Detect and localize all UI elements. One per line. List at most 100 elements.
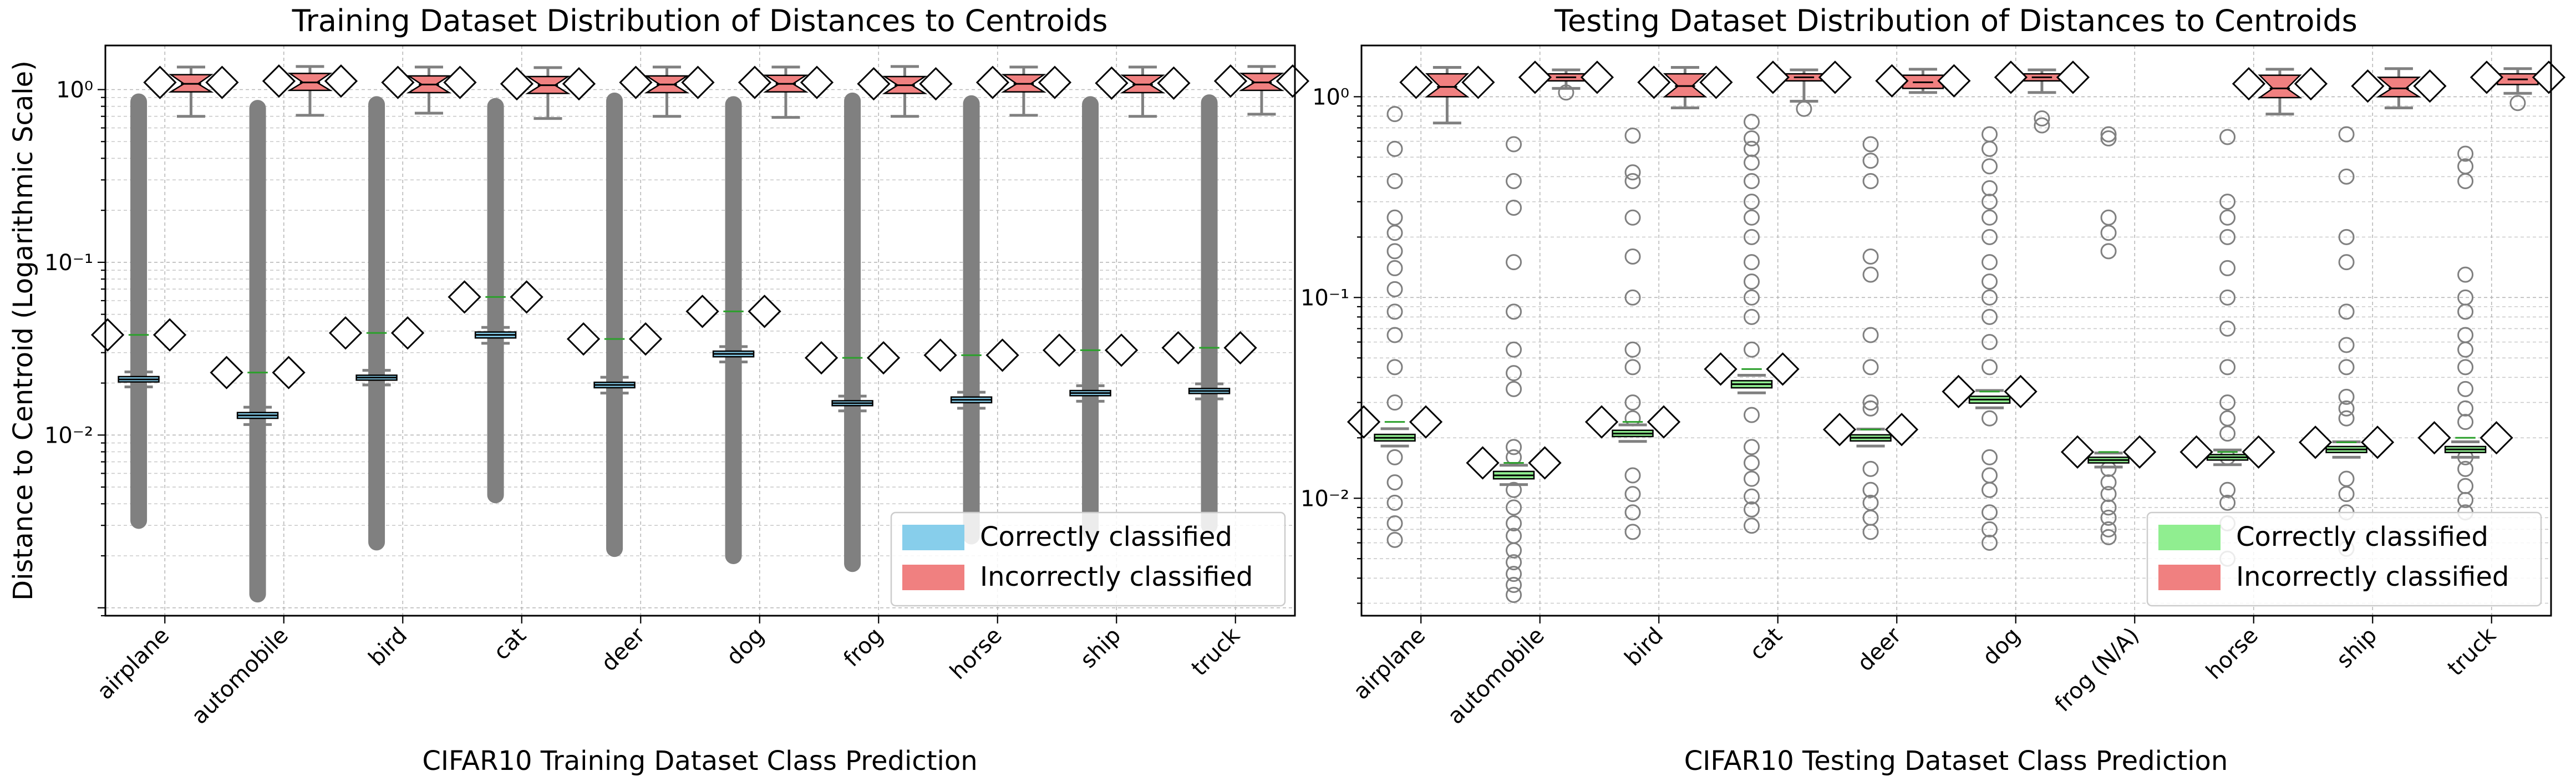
testing-outlier xyxy=(2100,460,2117,477)
testing-outlier xyxy=(1981,254,1998,271)
testing-outlier xyxy=(2509,95,2526,111)
testing-outlier xyxy=(1386,449,1403,465)
testing-outlier xyxy=(1386,281,1403,297)
training-legend-swatch xyxy=(902,525,964,550)
testing-outlier xyxy=(1981,158,1998,175)
training-x-tick-label: truck xyxy=(1187,622,1246,681)
training-y-tick-label: 10⁰ xyxy=(56,77,93,103)
training-x-tick-label: deer xyxy=(596,622,650,676)
testing-outlier xyxy=(1386,394,1403,411)
training-outlier xyxy=(963,95,980,112)
testing-x-tick-label: truck xyxy=(2443,622,2502,681)
testing-outlier xyxy=(2034,117,2050,134)
training-legend-label: Incorrectly classified xyxy=(980,561,1253,592)
testing-incorrect-mean-marker xyxy=(2056,60,2090,94)
testing-outlier xyxy=(1624,486,1641,503)
training-correct-mean-marker xyxy=(566,322,601,356)
training-correct-mean-marker xyxy=(328,316,363,350)
testing-outlier xyxy=(1981,140,1998,157)
testing-incorrect-box xyxy=(2376,77,2422,98)
testing-outlier xyxy=(1624,164,1641,181)
testing-outlier xyxy=(2219,394,2236,411)
testing-outlier xyxy=(1744,407,1760,423)
testing-outlier xyxy=(1624,248,1641,265)
training-outlier xyxy=(844,93,861,109)
testing-incorrect-mean-marker xyxy=(1637,65,1671,99)
testing-outlier xyxy=(2457,460,2474,477)
testing-incorrect-mean-marker xyxy=(2413,69,2447,103)
testing-outlier xyxy=(1981,229,1998,245)
testing-outlier xyxy=(1981,359,1998,376)
testing-outlier xyxy=(1506,341,1522,358)
testing-outlier xyxy=(1981,535,1998,551)
testing-outlier xyxy=(1624,467,1641,484)
training-incorrect-mean-marker xyxy=(681,65,715,99)
testing-outlier xyxy=(2100,243,2117,260)
testing-outlier xyxy=(1744,209,1760,226)
testing-x-tick-label: cat xyxy=(1745,623,1787,666)
training-correct-mean-marker xyxy=(448,280,481,314)
testing-correct-mean-marker xyxy=(2122,435,2157,469)
testing-x-tick-label: deer xyxy=(1852,622,1906,676)
testing-incorrect-mean-marker xyxy=(2351,69,2385,103)
testing-outlier xyxy=(1506,481,1522,498)
testing-outlier xyxy=(1506,554,1522,571)
testing-outlier xyxy=(1386,209,1403,226)
training-correct-mean-marker xyxy=(153,318,187,352)
testing-outlier xyxy=(1506,577,1522,594)
testing-correct-mean-marker xyxy=(1766,352,1800,386)
testing-outlier xyxy=(2219,320,2236,337)
training-y-axis-label: Distance to Centroid (Logarithmic Scale) xyxy=(8,60,39,601)
testing-outlier xyxy=(1386,173,1403,189)
testing-outlier xyxy=(1981,521,1998,537)
testing-outlier xyxy=(1862,327,1879,343)
testing-correct-mean-marker xyxy=(2360,425,2395,459)
training-x-tick-label: airplane xyxy=(93,623,175,705)
training-chart-title: Training Dataset Distribution of Distanc… xyxy=(292,3,1108,38)
testing-outlier xyxy=(1744,518,1760,534)
testing-y-tick-label: 10⁻² xyxy=(1300,486,1349,511)
testing-outlier xyxy=(2338,400,2355,417)
testing-x-axis-label: CIFAR10 Testing Dataset Class Prediction xyxy=(1684,746,2228,777)
testing-incorrect-mean-marker xyxy=(1518,60,1552,94)
testing-outlier xyxy=(2219,289,2236,306)
testing-correct-mean-marker xyxy=(2179,435,2213,469)
testing-correct-mean-marker xyxy=(2242,435,2275,469)
training-x-tick-label: cat xyxy=(489,623,531,666)
testing-outlier xyxy=(1624,289,1641,306)
training-correct-mean-marker xyxy=(985,338,1019,372)
testing-correct-mean-marker xyxy=(2417,421,2451,455)
testing-outlier xyxy=(1862,266,1879,283)
testing-outlier xyxy=(1386,327,1403,343)
testing-outlier xyxy=(2100,225,2117,241)
testing-outlier xyxy=(1744,455,1760,471)
testing-incorrect-mean-marker xyxy=(1994,60,2028,94)
testing-outlier xyxy=(1386,303,1403,320)
training-x-tick-label: frog xyxy=(839,623,888,672)
testing-outlier xyxy=(1744,140,1760,157)
training-incorrect-mean-marker xyxy=(443,65,477,99)
testing-outlier xyxy=(1624,341,1641,358)
testing-outlier xyxy=(2338,229,2355,245)
testing-outlier xyxy=(2457,173,2474,189)
testing-outlier xyxy=(1506,528,1522,544)
training-correct-mean-marker xyxy=(866,341,901,375)
testing-incorrect-box xyxy=(2257,74,2303,99)
testing-y-tick-label: 10⁰ xyxy=(1312,84,1349,110)
testing-outlier xyxy=(1744,273,1760,290)
testing-outlier xyxy=(1386,106,1403,123)
training-incorrect-mean-marker xyxy=(381,65,415,99)
training-outlier xyxy=(368,534,385,550)
testing-outlier xyxy=(1386,260,1403,276)
testing-incorrect-mean-marker xyxy=(2294,67,2328,101)
testing-correct-mean-marker xyxy=(1822,413,1857,447)
testing-outlier xyxy=(1386,474,1403,491)
training-x-tick-label: horse xyxy=(945,623,1007,685)
training-legend-label: Correctly classified xyxy=(980,521,1232,552)
testing-outlier xyxy=(2338,410,2355,427)
testing-outlier xyxy=(2457,145,2474,162)
training-correct-mean-marker xyxy=(923,338,957,372)
testing-outlier xyxy=(1744,130,1760,147)
testing-outlier xyxy=(1386,243,1403,260)
